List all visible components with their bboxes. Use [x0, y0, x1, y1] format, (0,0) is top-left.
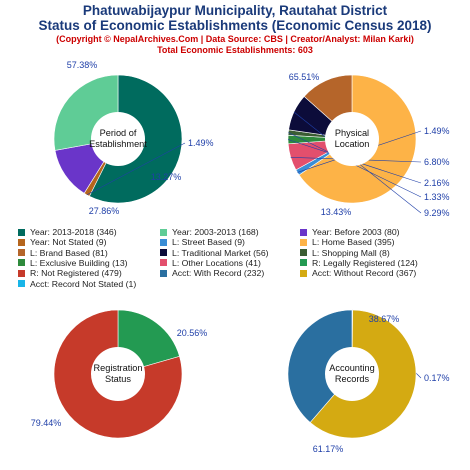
slice-label: 57.38% [67, 60, 98, 70]
legend-label: Year: 2013-2018 (346) [30, 227, 117, 237]
legend-item: L: Traditional Market (56) [160, 248, 269, 258]
legend-item: L: Exclusive Building (13) [18, 258, 128, 268]
legend-swatch [300, 249, 307, 257]
legend-item: Year: Not Stated (9) [18, 237, 106, 247]
legend-label: L: Traditional Market (56) [172, 247, 269, 258]
legend-swatch [300, 259, 307, 267]
legend-swatch [18, 280, 25, 287]
pie-center-label: Physical [335, 128, 369, 138]
slice-label: 6.80% [424, 157, 450, 167]
legend-label: Year: 2003-2013 (168) [172, 227, 259, 237]
legend-swatch [160, 259, 167, 267]
legend-item: R: Legally Registered (124) [300, 258, 418, 268]
legend-swatch [18, 249, 25, 257]
legend-item: Acct: With Record (232) [160, 268, 264, 278]
legend-item: Year: Before 2003 (80) [300, 227, 400, 237]
legend-label: L: Shopping Mall (8) [312, 247, 390, 258]
legend-swatch [160, 238, 167, 246]
slice-label: 13.27% [151, 172, 182, 182]
legend-swatch [18, 238, 25, 246]
pie-center-label: Establishment [89, 139, 147, 149]
legend-swatch [18, 259, 25, 267]
legend-label: Year: Before 2003 (80) [312, 227, 400, 237]
legend-swatch [300, 238, 307, 246]
legend-swatch [160, 269, 167, 277]
slice-label: 9.29% [424, 208, 450, 218]
legend-label: L: Home Based (395) [312, 237, 395, 248]
legend-label: L: Exclusive Building (13) [30, 257, 128, 268]
legend-swatch [300, 269, 307, 277]
slice-label: 0.17% [424, 373, 450, 383]
slice-label: 79.44% [31, 418, 62, 428]
pie-center [325, 112, 379, 166]
chart-credit: (Copyright © NepalArchives.Com | Data So… [56, 34, 414, 44]
legend-swatch [160, 249, 167, 257]
slice-label: 38.67% [369, 314, 400, 324]
legend-swatch [18, 228, 25, 236]
slice-label: 27.86% [89, 206, 120, 216]
slice-label: 2.16% [424, 178, 450, 188]
slice-label: 65.51% [289, 72, 320, 82]
pie-center-label: Status [105, 374, 131, 384]
pie-center [325, 347, 379, 401]
legend-item: R: Not Registered (479) [18, 268, 122, 278]
legend-item: Year: 2013-2018 (346) [18, 227, 117, 237]
slice-label: 1.33% [424, 192, 450, 202]
leader-line [86, 142, 186, 196]
pie-center-label: Records [335, 374, 370, 384]
legend-item: L: Home Based (395) [300, 237, 395, 247]
slice-label: 13.43% [321, 207, 352, 217]
legend-item: Acct: Record Not Stated (1) [18, 279, 136, 289]
legend-swatch [18, 269, 25, 277]
pie-center-label: Registration [93, 363, 142, 373]
legend-label: Year: Not Stated (9) [30, 237, 107, 248]
chart-header: Phatuwabijaypur Municipality, Rautahat D… [0, 0, 470, 56]
legend-item: L: Street Based (9) [160, 237, 245, 247]
legend-item: L: Brand Based (81) [18, 248, 108, 258]
chart-title-line2: Status of Economic Establishments (Econo… [38, 18, 432, 33]
legend-label: L: Other Locations (41) [172, 257, 261, 268]
chart-total: Total Economic Establishments: 603 [157, 45, 313, 55]
legend-item: Acct: Without Record (367) [300, 268, 416, 278]
legend-label: R: Not Registered (479) [30, 268, 122, 279]
legend-label: Acct: With Record (232) [172, 268, 265, 279]
legend-item: Year: 2003-2013 (168) [160, 227, 259, 237]
slice-label: 1.49% [188, 138, 214, 148]
legend-item: L: Other Locations (41) [160, 258, 261, 268]
pie-center-label: Period of [100, 128, 137, 138]
pie-center [91, 112, 145, 166]
legend-label: Acct: Without Record (367) [312, 268, 417, 279]
legend-label: L: Brand Based (81) [30, 247, 108, 258]
legend-swatch [300, 228, 307, 236]
slice-label: 1.49% [424, 126, 450, 136]
pie-center-label: Location [335, 139, 370, 149]
pie-slice [287, 309, 353, 423]
pie-center-label: Accounting [329, 363, 374, 373]
legend-label: R: Legally Registered (124) [312, 257, 418, 268]
slice-label: 20.56% [177, 328, 208, 338]
chart-title-line1: Phatuwabijaypur Municipality, Rautahat D… [82, 3, 388, 18]
pie-center [91, 347, 145, 401]
legend-label: Acct: Record Not Stated (1) [30, 278, 137, 289]
legend-label: L: Street Based (9) [172, 237, 245, 248]
legend-swatch [160, 228, 167, 236]
slice-label: 61.17% [313, 444, 344, 454]
legend-item: L: Shopping Mall (8) [300, 248, 390, 258]
